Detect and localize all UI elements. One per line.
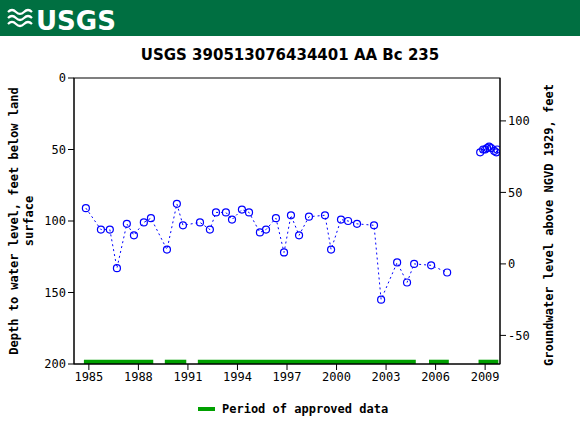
svg-text:100: 100	[508, 114, 530, 128]
svg-text:1994: 1994	[223, 370, 252, 384]
svg-text:2009: 2009	[471, 370, 500, 384]
svg-text:2000: 2000	[322, 370, 351, 384]
svg-text:Period of approved data: Period of approved data	[222, 402, 388, 416]
svg-text:2003: 2003	[372, 370, 401, 384]
svg-text:200: 200	[44, 357, 66, 371]
svg-text:-50: -50	[508, 329, 530, 343]
svg-text:1991: 1991	[173, 370, 202, 384]
svg-text:0: 0	[59, 71, 66, 85]
svg-text:1997: 1997	[273, 370, 302, 384]
svg-text:100: 100	[44, 214, 66, 228]
svg-text:2006: 2006	[421, 370, 450, 384]
svg-text:USGS 390513076434401 AA Bc 235: USGS 390513076434401 AA Bc 235	[141, 46, 439, 64]
svg-text:USGS: USGS	[36, 6, 116, 36]
svg-text:Groundwater level above NGVD 1: Groundwater level above NGVD 1929, feet	[542, 84, 556, 366]
svg-text:Depth to water level, feet bel: Depth to water level, feet below landsur…	[8, 87, 36, 354]
svg-text:50: 50	[508, 186, 522, 200]
svg-text:1988: 1988	[124, 370, 153, 384]
svg-text:0: 0	[508, 257, 515, 271]
svg-text:1985: 1985	[74, 370, 103, 384]
svg-text:50: 50	[52, 143, 66, 157]
svg-text:150: 150	[44, 286, 66, 300]
